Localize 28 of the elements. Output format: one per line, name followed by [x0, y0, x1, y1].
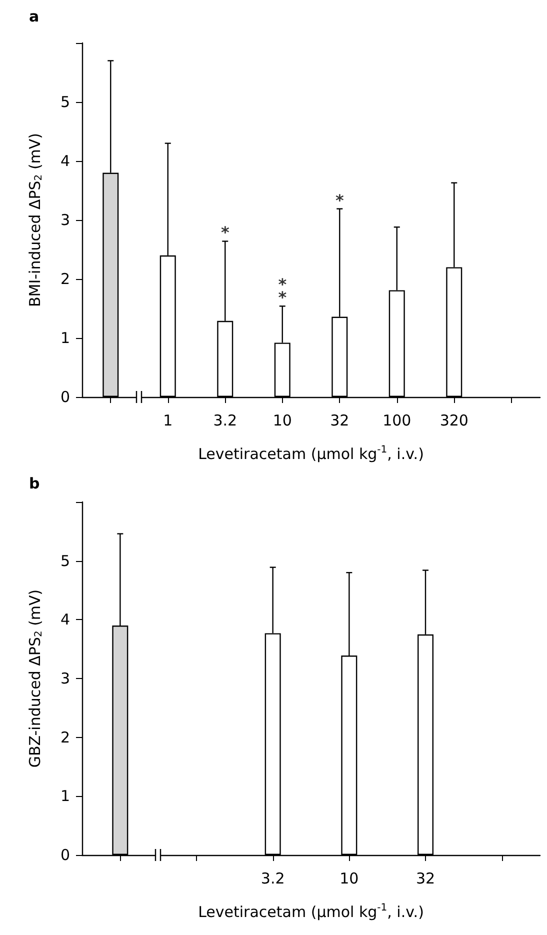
x-tick-label: 100: [382, 412, 412, 430]
x-tick-label: 3.2: [213, 412, 238, 430]
chart-title: a: [29, 8, 40, 26]
y-tick-label: 3: [60, 211, 70, 229]
chart-title: b: [29, 474, 40, 492]
y-tick-label: 2: [60, 270, 70, 288]
y-axis-title: GBZ-induced ΔPS2 (mV): [26, 589, 44, 768]
x-tick-label: 32: [416, 870, 436, 888]
x-tick-label: 1: [163, 412, 173, 430]
y-tick-label: 1: [60, 329, 70, 347]
x-tick-label: 10: [340, 870, 359, 888]
y-tick-label: 5: [60, 552, 70, 570]
y-tick-label: 5: [60, 93, 70, 111]
y-tick-label: 4: [60, 152, 70, 170]
x-tick-label: 10: [272, 412, 292, 430]
y-tick-label: 2: [60, 728, 70, 746]
y-tick-label: 3: [60, 670, 70, 688]
y-tick-label: 1: [60, 787, 70, 806]
x-tick-label: 320: [440, 412, 468, 430]
y-tick-label: 4: [60, 610, 70, 629]
x-tick-label: 3.2: [260, 870, 285, 888]
y-axis-title: BMI-induced ΔPS2 (mV): [26, 132, 44, 308]
annotation: * *: [278, 275, 288, 308]
annotation: *: [335, 190, 344, 210]
y-tick-label: 0: [60, 846, 70, 864]
y-tick-label: 0: [60, 388, 70, 406]
x-tick-label: 32: [330, 412, 350, 430]
annotation: *: [220, 223, 230, 242]
